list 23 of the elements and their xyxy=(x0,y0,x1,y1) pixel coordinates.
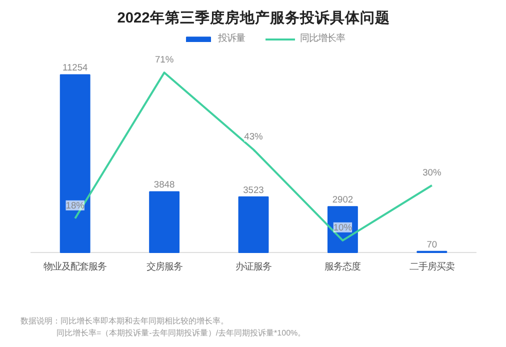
bar xyxy=(238,196,269,253)
legend-label: 同比增长率 xyxy=(300,32,345,45)
x-tick-label: 交房服务 xyxy=(146,262,182,272)
x-tick-label: 服务态度 xyxy=(324,262,361,272)
x-tick-label: 二手房买卖 xyxy=(409,262,454,272)
text: 数据说明：同比增长率即本期和去年同期相比较的增长率。 xyxy=(20,316,228,326)
legend-label: 投诉量 xyxy=(218,32,245,45)
text: 同比增长率=（本期投诉量-去年同期投诉量）/去年同期投诉量*100%。 xyxy=(56,328,306,338)
data-label: 71% xyxy=(154,54,174,65)
data-label: 3523 xyxy=(243,184,264,195)
data-label: 30% xyxy=(422,167,442,178)
chart-title: 2022年第三季度房地产服务投诉具体问题 xyxy=(117,8,390,26)
data-label: 2902 xyxy=(332,194,354,205)
data-label: 43% xyxy=(244,132,263,142)
data-label: 3848 xyxy=(154,180,175,190)
data-label: 70 xyxy=(426,239,438,250)
bar xyxy=(149,191,180,253)
data-label: 18% xyxy=(66,200,84,210)
bar xyxy=(60,74,90,253)
data-label: 11254 xyxy=(62,62,88,73)
x-tick-label: 物业及配套服务 xyxy=(44,262,107,272)
x-tick-label: 办证服务 xyxy=(236,262,272,272)
data-label: 10% xyxy=(333,222,352,232)
